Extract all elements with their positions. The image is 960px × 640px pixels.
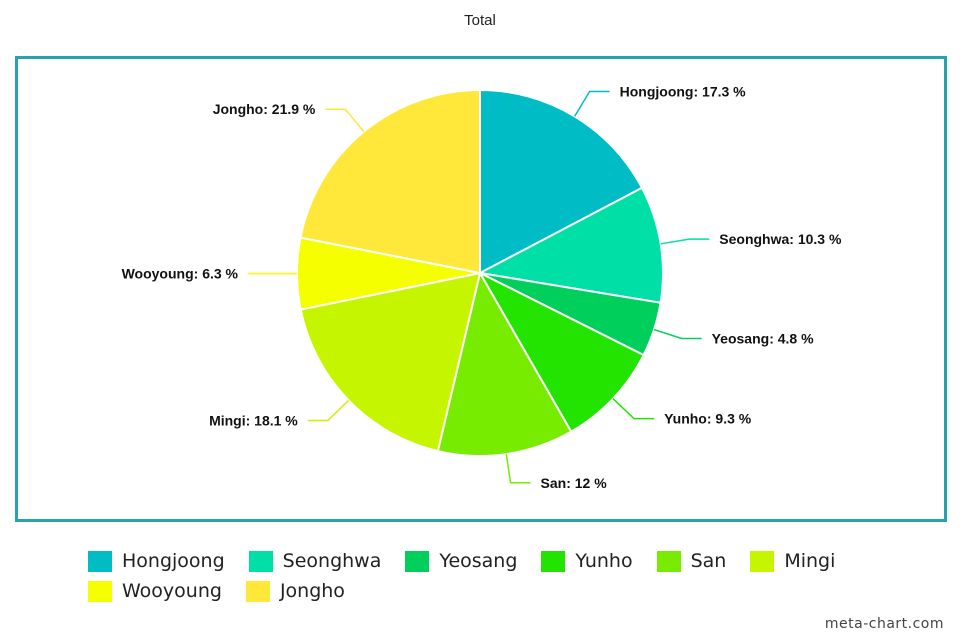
watermark: meta-chart.com: [824, 616, 944, 632]
chart-title: Total: [464, 12, 496, 29]
legend-item-seonghwa[interactable]: Seonghwa: [248, 550, 382, 572]
data-label-jongho: Jongho: 21.9 %: [213, 101, 316, 117]
leader-line-jongho: [325, 108, 365, 133]
legend-swatch: [245, 580, 270, 602]
legend-item-jongho[interactable]: Jongho: [245, 580, 345, 602]
legend-label: San: [690, 550, 727, 572]
pie-slice-seonghwa[interactable]: [476, 186, 664, 304]
data-label-wooyoung: Wooyoung: 6.3 %: [122, 266, 239, 282]
legend-item-yunho[interactable]: Yunho: [541, 550, 633, 572]
legend-item-san[interactable]: San: [656, 550, 727, 572]
legend-item-yeosang[interactable]: Yeosang: [405, 550, 517, 572]
leader-line-yeosang: [653, 328, 702, 340]
legend-row: Wooyoung Jongho: [88, 576, 908, 606]
legend-item-wooyoung[interactable]: Wooyoung: [88, 580, 222, 602]
data-label-yunho: Yunho: 9.3 %: [664, 411, 752, 427]
legend-swatch: [405, 550, 430, 572]
legend-swatch: [88, 550, 112, 572]
leader-line-san: [505, 453, 531, 484]
leader-line-mingi: [307, 399, 350, 422]
legend-swatch: [656, 550, 681, 572]
legend-row: Hongjoong Seonghwa Yeosang Yunho San Min…: [88, 546, 908, 576]
data-label-san: San: 12 %: [541, 475, 608, 491]
legend-label: Seonghwa: [282, 550, 382, 572]
pie-slice-mingi[interactable]: [299, 271, 482, 453]
legend-swatch: [750, 550, 775, 572]
legend-item-mingi[interactable]: Mingi: [750, 550, 835, 572]
legend-swatch: [88, 580, 112, 602]
legend-label: Wooyoung: [122, 580, 222, 602]
data-label-seonghwa: Seonghwa: 10.3 %: [719, 231, 842, 247]
legend-label: Hongjoong: [122, 550, 225, 572]
legend-label: Mingi: [784, 550, 836, 572]
data-label-hongjoong: Hongjoong: 17.3 %: [620, 84, 747, 100]
legend-swatch: [248, 550, 273, 572]
data-label-mingi: Mingi: 18.1 %: [209, 413, 298, 429]
legend-item-hongjoong[interactable]: Hongjoong: [88, 550, 225, 572]
leader-line-seonghwa: [660, 238, 710, 245]
legend-label: Jongho: [279, 580, 345, 602]
data-label-yeosang: Yeosang: 4.8 %: [712, 331, 814, 347]
pie-slice-san[interactable]: [436, 270, 573, 457]
legend-swatch: [541, 550, 566, 572]
legend-label: Yeosang: [439, 550, 518, 572]
plot-area: [15, 56, 947, 522]
leader-line-hongjoong: [573, 90, 610, 117]
pie-slice-jongho[interactable]: [299, 88, 481, 275]
legend-label: Yunho: [575, 550, 633, 572]
leader-line-yunho: [612, 398, 655, 420]
pie-slice-hongjoong[interactable]: [479, 88, 644, 275]
legend: Hongjoong Seonghwa Yeosang Yunho San Min…: [88, 546, 908, 606]
